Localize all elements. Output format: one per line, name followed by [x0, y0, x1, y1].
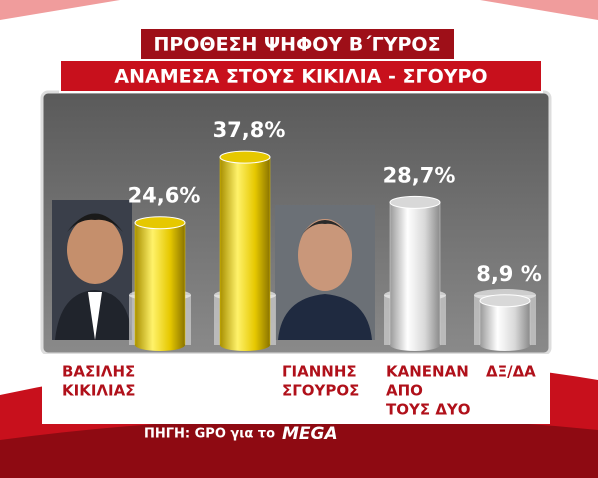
bar: [389, 202, 441, 346]
bar-base: [220, 339, 270, 351]
category-label: ΚΙΚΙΛΙΑΣ: [62, 382, 135, 400]
decor: [0, 0, 598, 20]
bar-base: [480, 339, 530, 351]
category-label: ΤΟΥΣ ΔΥΟ: [386, 401, 471, 419]
category-label: ΣΓΟΥΡΟΣ: [282, 382, 359, 400]
bar: [134, 222, 186, 346]
value-label: 28,7%: [383, 163, 456, 187]
value-label: 37,8%: [213, 118, 286, 142]
value-label: 8,9 %: [476, 262, 542, 286]
bar-top: [479, 294, 531, 308]
label-area: [42, 354, 550, 424]
bar: [219, 156, 271, 346]
source: ΠΗΓΗ: GPO για το: [144, 427, 275, 442]
bar-base: [390, 339, 440, 351]
logo: MEGA: [282, 424, 338, 444]
chart-subtitle: ΑΝΑΜΕΣΑ ΣΤΟΥΣ ΚΙΚΙΛΙΑ - ΣΓΟΥΡΟ: [114, 66, 487, 88]
category-label: ΚΑΝΕΝΑΝ: [386, 363, 469, 381]
category-label: ΔΞ/ΔΑ: [486, 363, 536, 381]
category-label: ΓΙΑΝΝΗΣ: [282, 363, 357, 381]
bar: [479, 300, 531, 346]
photo: [275, 205, 375, 340]
chart-title: ΠΡΟΘΕΣΗ ΨΗΦΟΥ Β΄ΓΥΡΟΣ: [153, 34, 440, 56]
value-label: 24,6%: [128, 184, 201, 208]
bar-top: [389, 195, 441, 209]
subtitle-box: [59, 59, 543, 93]
decor: [0, 417, 598, 478]
bar-base: [135, 339, 185, 351]
category-label: ΒΑΣΙΛΗΣ: [62, 363, 135, 381]
photo: [52, 200, 132, 340]
bar-top: [219, 150, 271, 164]
bar-top: [134, 216, 186, 230]
category-label: ΑΠΟ: [386, 382, 423, 400]
